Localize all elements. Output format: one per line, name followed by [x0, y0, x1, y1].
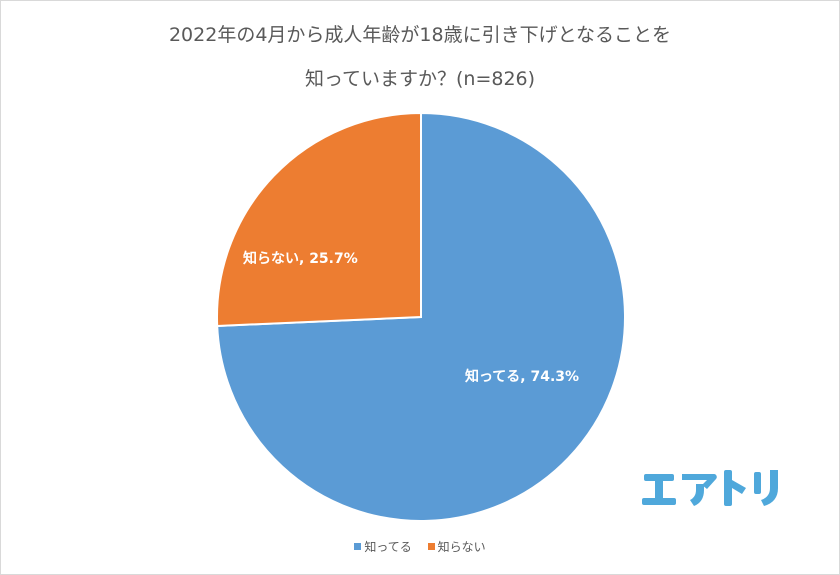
data-label-known: 知ってる, 74.3% — [465, 369, 580, 385]
chart-title-line2: 知っていますか？(n=826) — [304, 68, 536, 90]
data-label-unknown: 知らない, 25.7% — [243, 251, 358, 267]
legend-label-known: 知ってる — [364, 540, 412, 554]
legend-label-unknown: 知らない — [437, 540, 486, 554]
chart-legend: 知ってる 知らない — [0, 538, 840, 555]
chart-title-line1: 2022年の4月から成人年齢が18歳に引き下げとなることを — [168, 24, 672, 46]
legend-item-known: 知ってる — [354, 538, 412, 555]
legend-swatch-known — [354, 543, 362, 550]
legend-item-unknown: 知らない — [427, 538, 486, 555]
airtrip-logo — [642, 470, 778, 506]
pie-slice-unknown — [216, 111, 422, 328]
legend-swatch-unknown — [427, 543, 435, 550]
